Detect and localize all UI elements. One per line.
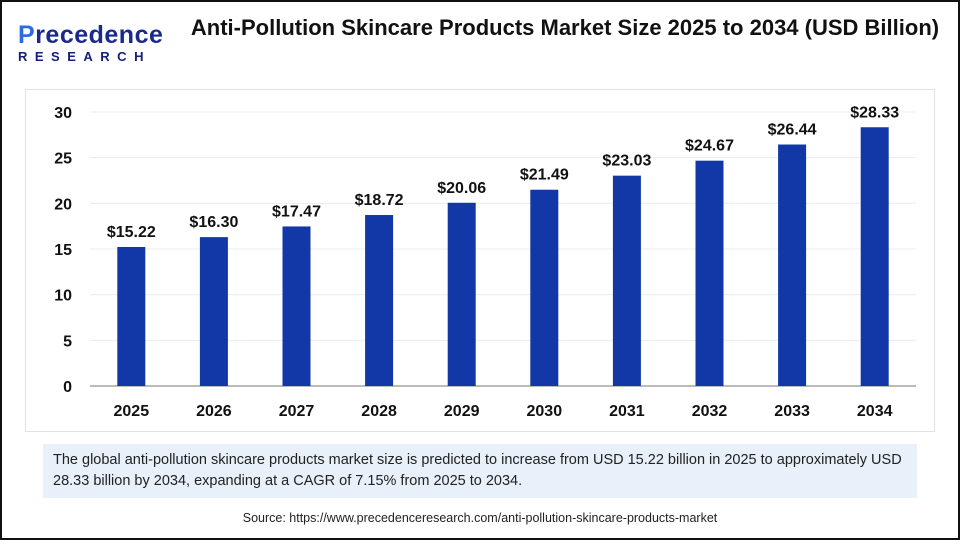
data-label: $28.33 xyxy=(850,104,899,121)
bar xyxy=(282,226,311,386)
y-tick-label: 15 xyxy=(54,242,72,259)
bar xyxy=(612,175,641,386)
x-tick-label: 2033 xyxy=(774,403,810,420)
data-label: $21.49 xyxy=(520,167,569,184)
y-tick-label: 20 xyxy=(54,196,72,213)
x-tick-label: 2026 xyxy=(196,403,232,420)
data-label: $17.47 xyxy=(272,203,321,220)
y-tick-label: 25 xyxy=(54,151,72,168)
caption: The global anti-pollution skincare produ… xyxy=(43,444,917,498)
bar xyxy=(860,127,889,386)
x-tick-label: 2032 xyxy=(692,403,728,420)
data-label: $26.44 xyxy=(768,122,817,139)
x-tick-label: 2030 xyxy=(527,403,563,420)
x-tick-label: 2034 xyxy=(857,403,893,420)
plot-area xyxy=(25,89,935,432)
y-tick-label: 5 xyxy=(63,333,72,350)
bar xyxy=(117,246,146,386)
bar xyxy=(778,144,807,386)
bar xyxy=(365,215,394,386)
data-label: $24.67 xyxy=(685,138,734,155)
y-tick-label: 30 xyxy=(54,105,72,122)
source-text: Source: https://www.precedenceresearch.c… xyxy=(242,511,718,525)
x-tick-label: 2027 xyxy=(279,403,315,420)
data-label: $15.22 xyxy=(107,224,156,241)
y-tick-label: 0 xyxy=(63,379,72,396)
bar xyxy=(695,160,724,386)
data-label: $23.03 xyxy=(602,153,651,170)
data-label: $18.72 xyxy=(355,192,404,209)
y-tick-label: 10 xyxy=(54,288,72,305)
logo-subtitle: RESEARCH xyxy=(18,49,151,64)
bar xyxy=(199,237,228,386)
x-tick-label: 2029 xyxy=(444,403,480,420)
logo-wordmark: Precedence xyxy=(18,21,164,49)
chart-title: Anti-Pollution Skincare Products Market … xyxy=(190,15,940,40)
logo: Precedence RESEARCH xyxy=(18,21,164,64)
data-label: $16.30 xyxy=(189,214,238,231)
bar xyxy=(530,189,559,386)
bar xyxy=(447,202,476,386)
x-tick-label: 2028 xyxy=(361,403,397,420)
bar-chart: 051015202530$15.222025$16.302026$17.4720… xyxy=(54,104,916,420)
x-tick-label: 2025 xyxy=(114,403,150,420)
x-tick-label: 2031 xyxy=(609,403,645,420)
data-label: $20.06 xyxy=(437,180,486,197)
